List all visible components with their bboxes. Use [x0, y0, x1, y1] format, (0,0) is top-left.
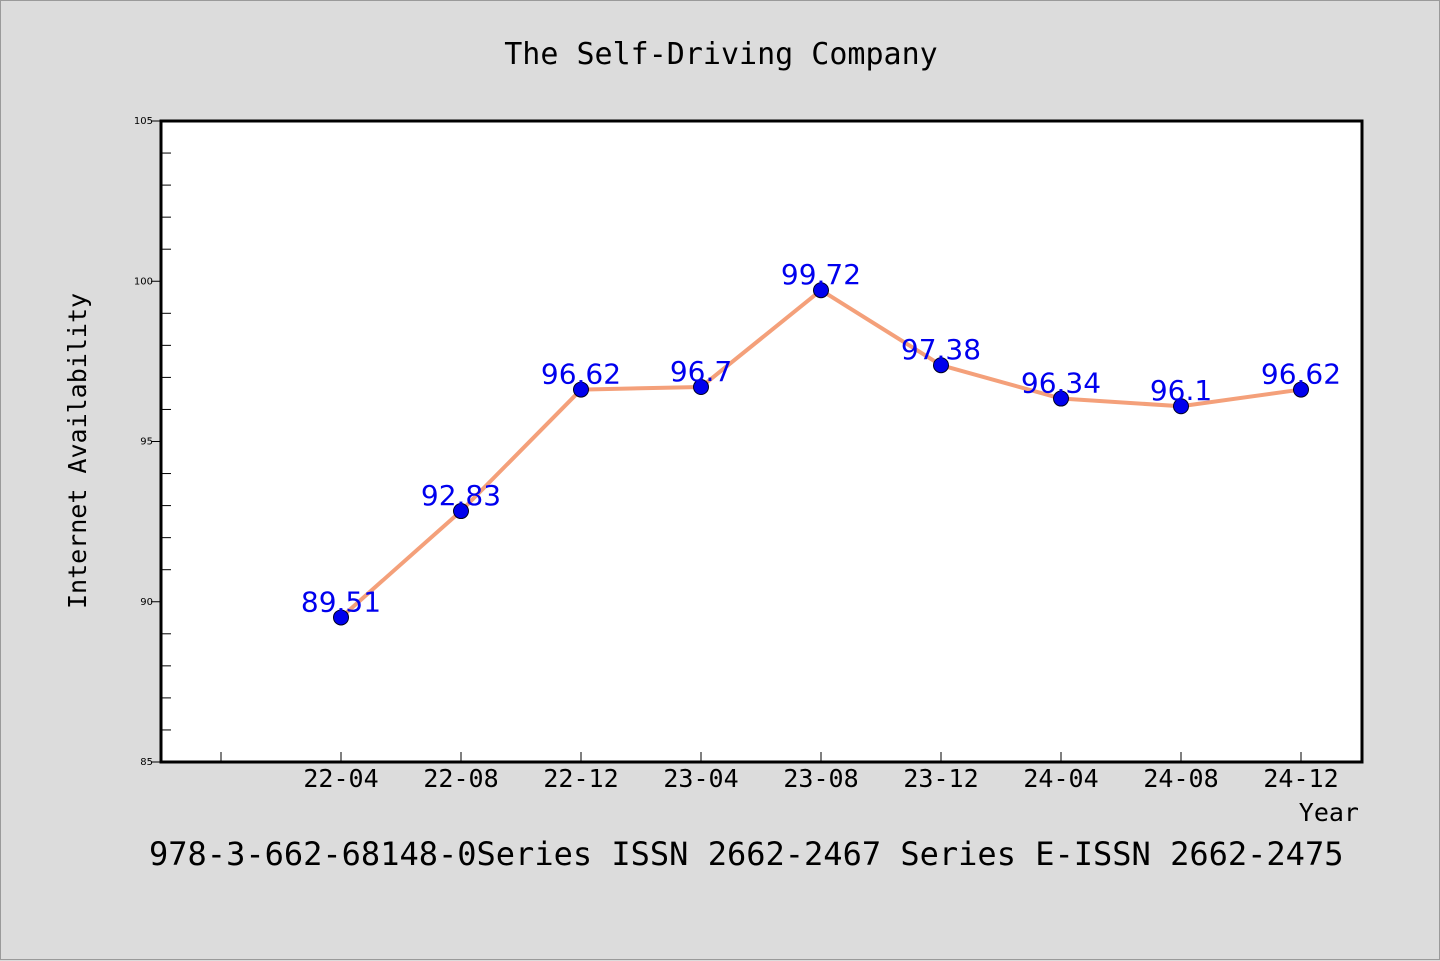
data-point [1173, 398, 1189, 415]
y-axis: 85 90 95 100 105 [134, 116, 171, 768]
data-label: 96.62 [541, 358, 621, 391]
x-tick-label: 24-04 [1023, 764, 1098, 793]
data-label: 92.83 [421, 479, 501, 512]
plot-area [159, 119, 1364, 764]
y-tick-label: 95 [140, 437, 153, 448]
y-tick-label: 90 [140, 597, 153, 608]
data-point [813, 282, 829, 299]
x-tick-label: 24-12 [1263, 764, 1338, 793]
x-tick-label: 22-08 [423, 764, 498, 793]
data-point [1293, 381, 1309, 398]
y-tick-label: 105 [134, 116, 153, 127]
data-point [1053, 390, 1069, 407]
x-tick-label: 22-12 [543, 764, 618, 793]
x-tick-label: 22-04 [303, 764, 378, 793]
data-point [453, 503, 469, 520]
x-axis: 22-04 22-08 22-12 23-04 23-08 23-12 24-04 24-08… [220, 752, 1339, 793]
x-tick-label: 24-08 [1143, 764, 1218, 793]
series-group: 89.51 92.83 96.62 96.7 99.72 97.38 96.34 96.1 96… [301, 258, 1341, 626]
data-label: 96.1 [1150, 374, 1212, 407]
data-label: 96.34 [1021, 367, 1101, 400]
x-axis-label: Year [1299, 798, 1359, 827]
data-label: 96.62 [1261, 358, 1341, 391]
x-tick-label: 23-04 [663, 764, 738, 793]
y-axis-label: Internet Availability [63, 293, 92, 609]
data-point [573, 381, 589, 398]
x-tick-label: 23-12 [903, 764, 978, 793]
footer-text: 978-3-662-68148-0Series ISSN 2662-2467 S… [149, 835, 1343, 873]
data-label: 97.38 [901, 333, 981, 366]
x-tick-label: 23-08 [783, 764, 858, 793]
data-label: 89.51 [301, 585, 381, 618]
data-point [933, 357, 949, 374]
data-point [333, 609, 349, 626]
data-point [693, 379, 709, 396]
data-label: 96.7 [670, 355, 732, 388]
data-label: 99.72 [781, 258, 861, 291]
chart-title: The Self-Driving Company [504, 37, 937, 72]
y-tick-label: 100 [134, 276, 153, 287]
y-tick-label: 85 [140, 757, 153, 768]
